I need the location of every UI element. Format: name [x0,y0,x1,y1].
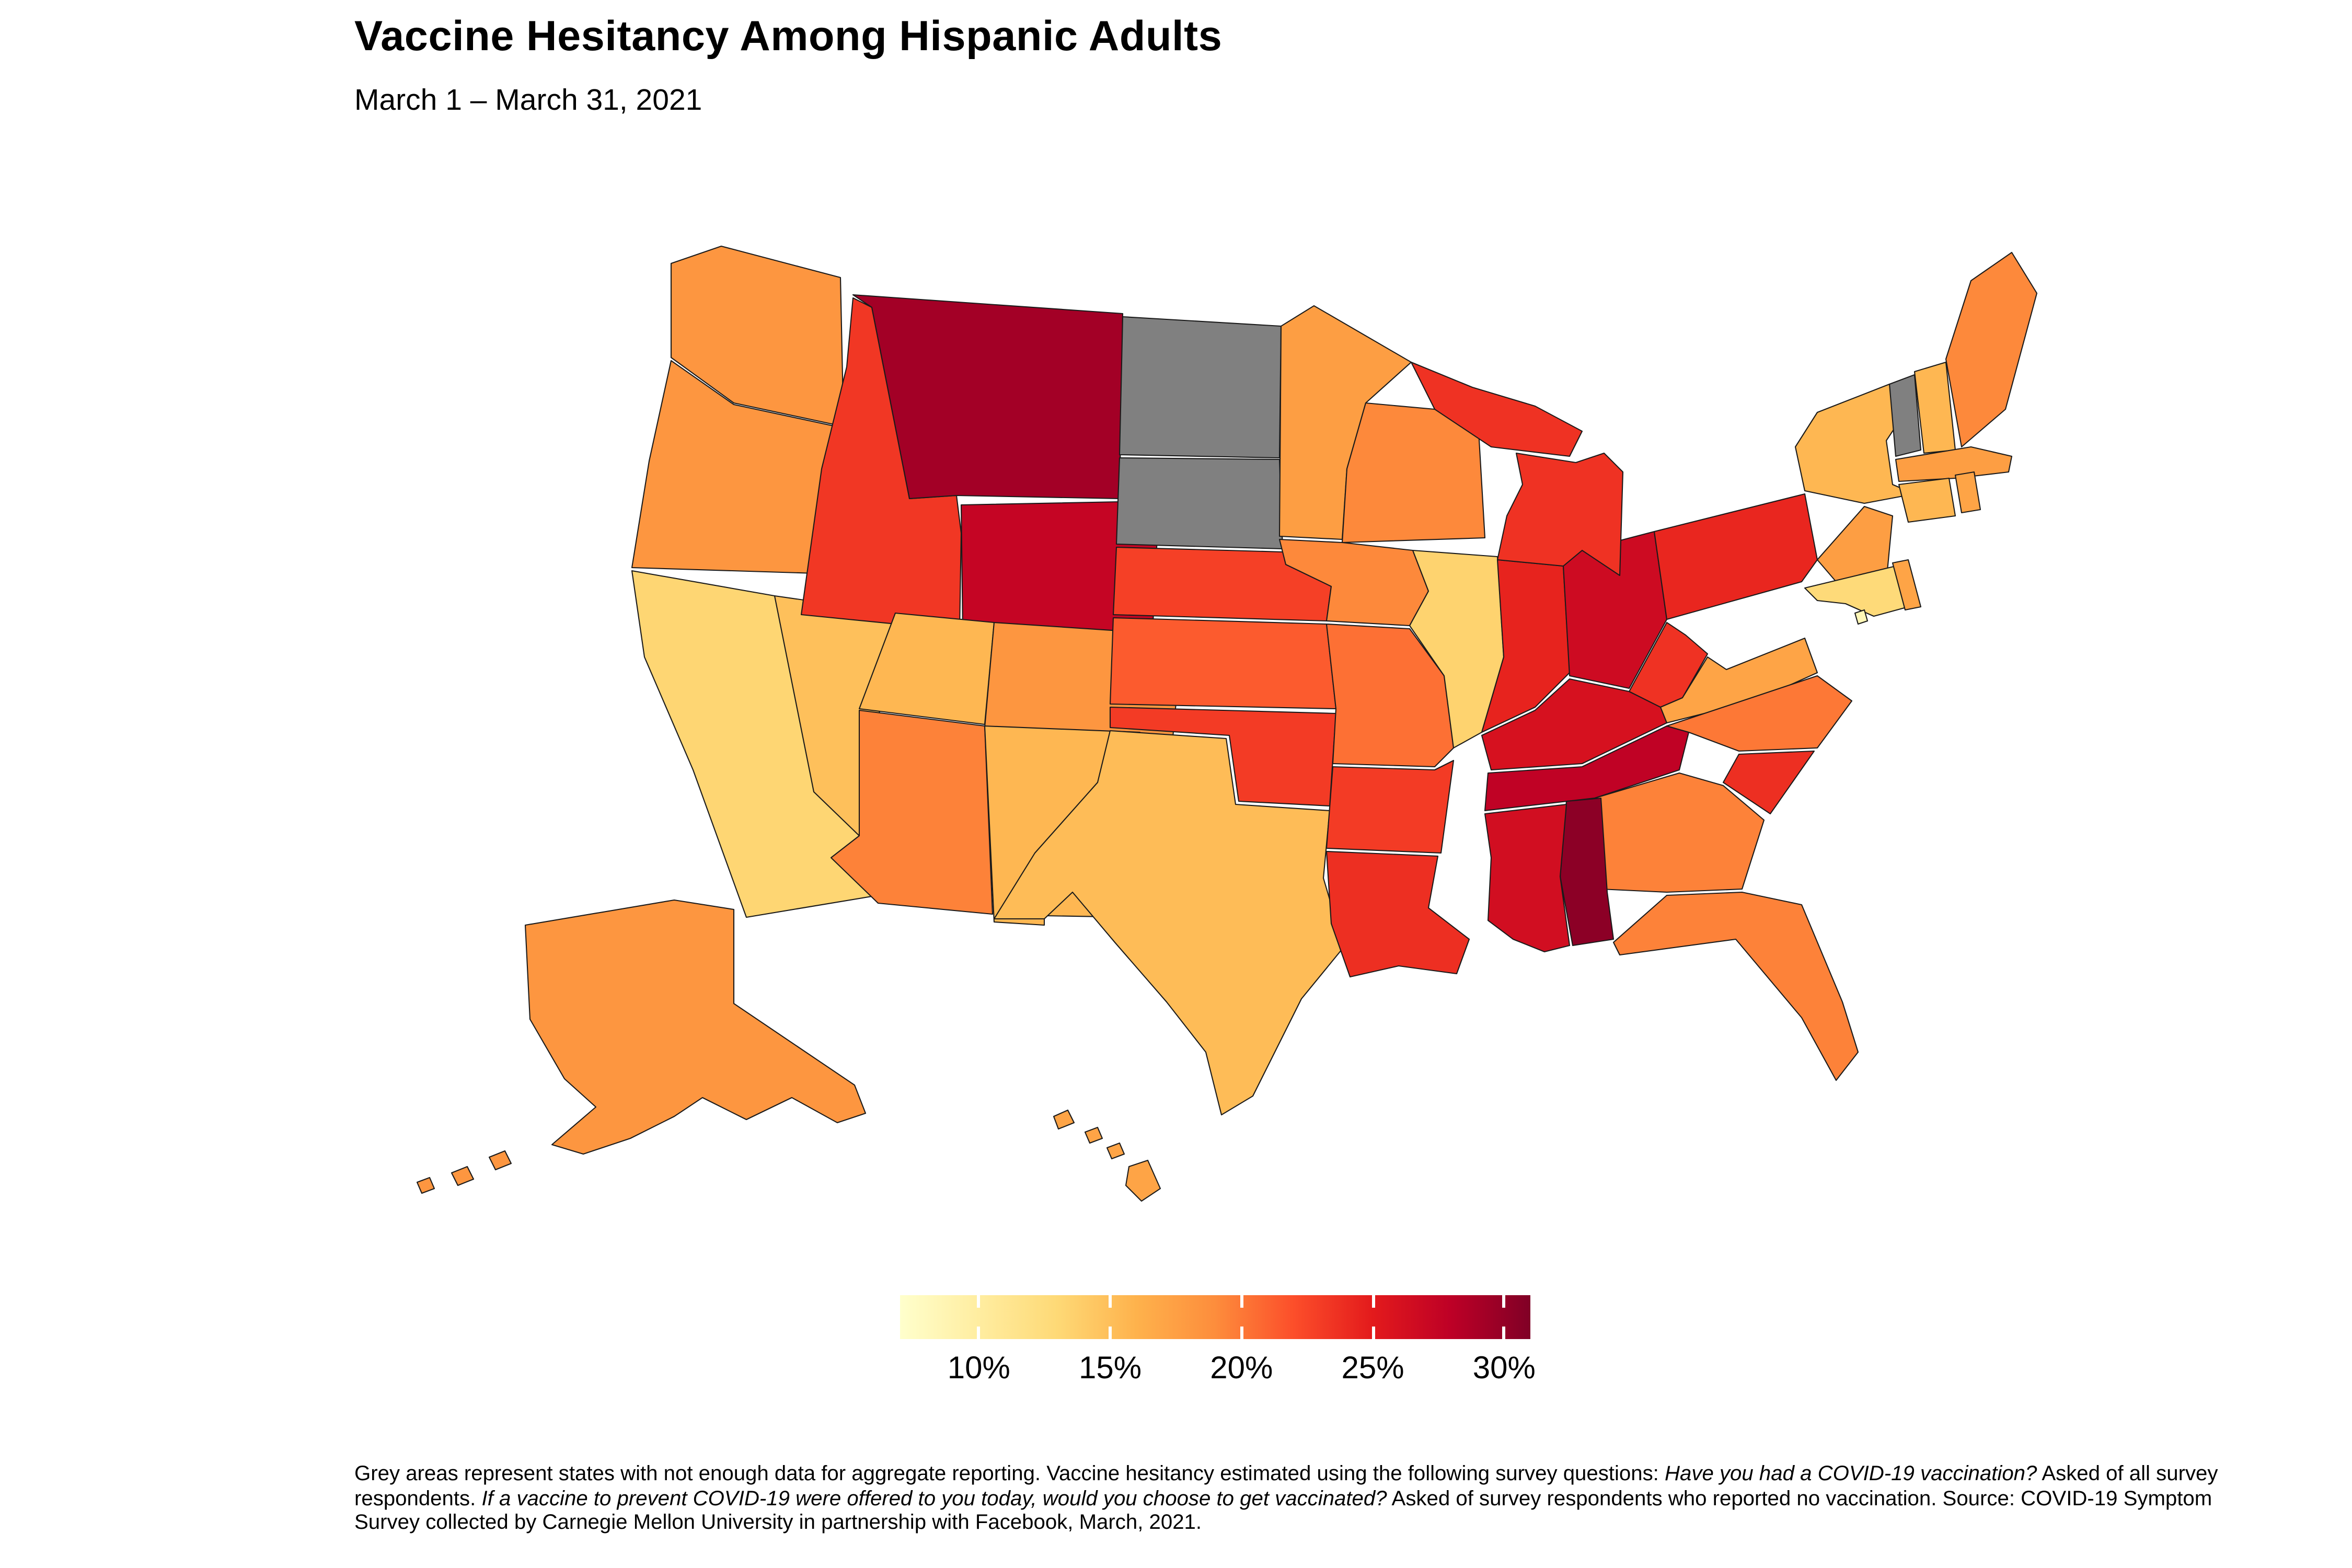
legend-tick-mark [977,1327,981,1339]
chart-subtitle: March 1 – March 31, 2021 [354,85,702,118]
legend-gradient-bar [900,1295,1530,1339]
state-mo [1325,623,1455,768]
legend-tick-label: 25% [1341,1352,1404,1386]
footnote-text: Asked of survey respondents who reported… [354,1485,2212,1534]
legend-tick-mark [1502,1295,1506,1308]
state-ga [1594,772,1765,893]
state-nc [1666,675,1853,752]
state-fl [1612,891,1859,1081]
state-tn [1484,725,1690,812]
footnote-caption: Grey areas represent states with not eno… [354,1461,2230,1535]
state-va [1659,637,1818,724]
state-ct [1898,477,1956,523]
state-ma [1895,446,2013,482]
state-ak [488,1150,512,1171]
state-hi [1125,1159,1161,1202]
state-me [1945,251,2038,448]
legend-tick-mark [1240,1327,1243,1339]
state-ri [1954,471,1981,514]
state-sc [1722,750,1815,815]
state-hi [1053,1109,1075,1130]
footnote-text: Grey areas represent states with not eno… [354,1461,1665,1485]
state-hi [1084,1126,1103,1144]
color-legend: 10% 15% 20% 25% 30% [900,1295,1536,1386]
legend-tick-mark [1371,1327,1375,1339]
state-ak [416,1177,435,1194]
footnote-survey-question: Have you had a COVID-19 vaccination? [1665,1461,2037,1485]
legend-tick-label: 20% [1210,1352,1273,1386]
legend-tick-mark [1109,1327,1112,1339]
state-pa [1653,493,1818,620]
state-ak [451,1166,475,1186]
footnote-text: Asked of all survey respondents. [354,1461,2218,1509]
state-hi [1106,1142,1125,1160]
state-ar [1325,759,1455,854]
state-mt [852,294,1124,500]
state-tx [993,730,1345,1116]
state-mi [1496,452,1624,577]
legend-tick-mark [1371,1295,1375,1308]
state-sd [1115,457,1284,550]
state-dc [1854,609,1869,625]
state-ny [1794,383,1916,504]
legend-tick-label: 15% [1078,1352,1142,1386]
state-ak [524,899,867,1155]
state-ms [1484,803,1571,953]
legend-tick-label: 30% [1472,1352,1536,1386]
state-mi [1410,361,1583,457]
chart-title: Vaccine Hesitancy Among Hispanic Adults [354,13,1223,60]
state-la [1325,850,1470,978]
state-vt [1888,374,1922,457]
legend-tick-mark [1240,1295,1243,1308]
state-ks [1109,617,1337,710]
state-nd [1119,316,1282,459]
legend-tick-mark [977,1295,981,1308]
footnote-survey-question: If a vaccine to prevent COVID-19 were of… [481,1485,1387,1509]
legend-tick-mark [1109,1295,1112,1308]
state-de [1892,559,1922,611]
legend-tick-label: 10% [947,1352,1010,1386]
legend-tick-mark [1502,1327,1506,1339]
